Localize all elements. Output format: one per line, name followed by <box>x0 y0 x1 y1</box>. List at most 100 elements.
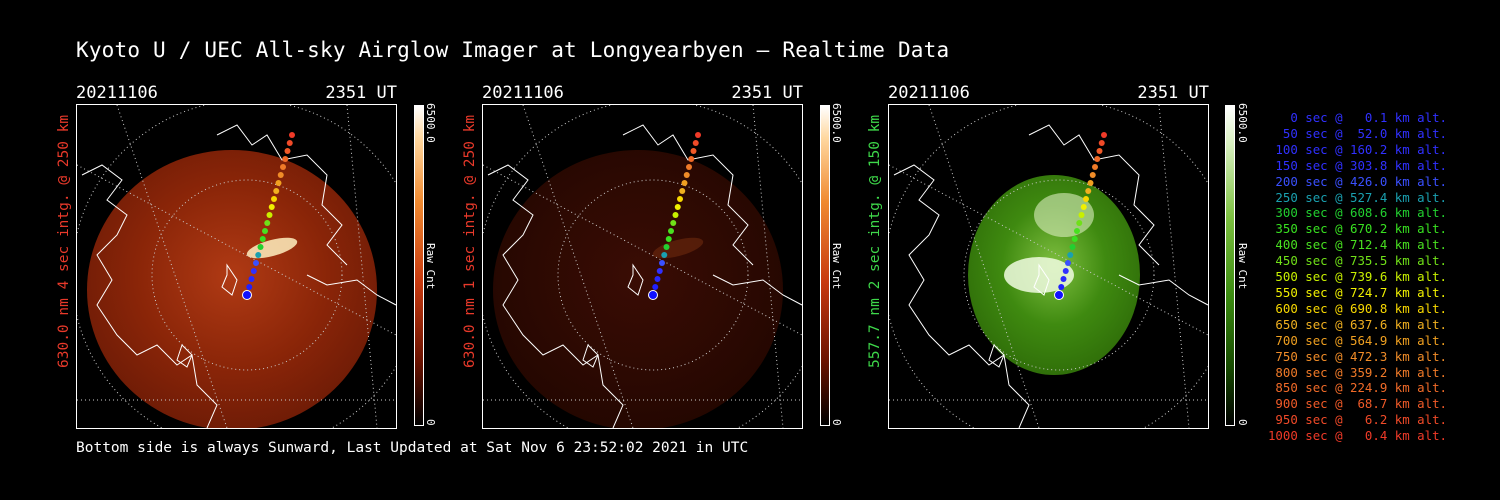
sky-disk <box>87 150 377 428</box>
allsky-image <box>76 104 397 429</box>
trajectory-point <box>277 172 284 178</box>
trajectory-point <box>690 148 697 154</box>
colorbar <box>414 105 424 426</box>
trajectory-point <box>1101 132 1107 138</box>
trajectory-point <box>271 196 277 202</box>
trajectory-point <box>663 244 670 250</box>
colorbar <box>820 105 830 426</box>
airglow-panel-557-2s: 20211106 2351 UT <box>888 83 1233 429</box>
trajectory-point <box>1089 172 1096 178</box>
panel-date: 20211106 <box>888 83 970 103</box>
legend-row: 150 sec @ 303.8 km alt. <box>1267 157 1447 173</box>
trajectory-point <box>280 164 286 170</box>
allsky-image <box>888 104 1209 429</box>
trajectory-point <box>266 212 273 218</box>
trajectory-point <box>683 172 690 178</box>
trajectory-point <box>1062 268 1069 274</box>
trajectory-point <box>681 180 688 186</box>
trajectory-point <box>246 284 253 290</box>
trajectory-point <box>688 156 695 162</box>
trajectory-point <box>264 220 271 226</box>
trajectory-point <box>1078 212 1085 218</box>
trajectory-point <box>259 236 266 242</box>
trajectory-point <box>248 276 255 282</box>
colorbar-unit: Raw Cnt <box>830 243 843 290</box>
trajectory-point <box>253 260 259 266</box>
coastline <box>81 124 396 428</box>
rocket-trajectory <box>648 132 701 300</box>
trajectory-point <box>1087 180 1094 186</box>
trajectory-legend: 0 sec @ 0.1 km alt. 50 sec @ 52.0 km alt… <box>1262 110 1447 444</box>
trajectory-point <box>1058 284 1065 290</box>
panel-date: 20211106 <box>482 83 564 103</box>
legend-row: 700 sec @ 564.9 km alt. <box>1267 332 1447 348</box>
trajectory-point <box>1094 156 1101 162</box>
panel-date: 20211106 <box>76 83 158 103</box>
trajectory-point <box>654 276 661 282</box>
colorbar-max: 6500.0 <box>424 103 437 143</box>
page-title: Kyoto U / UEC All-sky Airglow Imager at … <box>76 38 950 62</box>
legend-row: 50 sec @ 52.0 km alt. <box>1267 125 1447 141</box>
trajectory-point <box>695 132 701 138</box>
trajectory-point <box>282 156 289 162</box>
legend-row: 650 sec @ 637.6 km alt. <box>1267 316 1447 332</box>
trajectory-point <box>1069 244 1076 250</box>
legend-row: 350 sec @ 670.2 km alt. <box>1267 221 1447 237</box>
trajectory-point <box>686 164 692 170</box>
legend-row: 300 sec @ 608.6 km alt. <box>1267 205 1447 221</box>
trajectory-point <box>250 268 257 274</box>
trajectory-point <box>1065 260 1071 266</box>
panel-time: 2351 UT <box>731 83 803 103</box>
legend-row: 750 sec @ 472.3 km alt. <box>1267 348 1447 364</box>
legend-row: 0 sec @ 0.1 km alt. <box>1267 110 1447 125</box>
latlon-grid <box>483 105 802 428</box>
trajectory-point <box>255 252 262 258</box>
trajectory-point <box>1098 140 1105 146</box>
legend-row: 600 sec @ 690.8 km alt. <box>1267 300 1447 316</box>
colorbar-max: 6500.0 <box>1236 103 1249 143</box>
colorbar-max: 6500.0 <box>830 103 843 143</box>
legend-row: 800 sec @ 359.2 km alt. <box>1267 364 1447 380</box>
trajectory-point <box>1071 236 1078 242</box>
trajectory-point <box>284 148 291 154</box>
footer-status: Bottom side is always Sunward, Last Upda… <box>76 440 749 456</box>
legend-row: 500 sec @ 739.6 km alt. <box>1267 269 1447 285</box>
trajectory-point <box>677 196 683 202</box>
colorbar <box>1225 105 1235 426</box>
trajectory-point <box>659 260 665 266</box>
trajectory-point <box>257 244 264 250</box>
latlon-grid <box>889 105 1208 428</box>
trajectory-point <box>652 284 659 290</box>
trajectory-point <box>268 204 275 210</box>
trajectory-point <box>674 204 681 210</box>
trajectory-point <box>1080 204 1087 210</box>
legend-row: 200 sec @ 426.0 km alt. <box>1267 173 1447 189</box>
trajectory-point <box>1067 252 1074 258</box>
trajectory-point <box>286 140 293 146</box>
rocket-trajectory <box>242 132 295 300</box>
colorbar-min: 0 <box>1236 419 1249 426</box>
trajectory-point <box>679 188 686 194</box>
trajectory-point <box>668 228 674 234</box>
airglow-panel-630-1s: 20211106 2351 UT <box>482 83 827 429</box>
legend-row: 1000 sec @ 0.4 km alt. <box>1267 428 1447 444</box>
trajectory-point <box>1096 148 1103 154</box>
rocket-trajectory <box>1054 132 1107 300</box>
trajectory-point <box>656 268 663 274</box>
legend-row: 550 sec @ 724.7 km alt. <box>1267 284 1447 300</box>
legend-row: 100 sec @ 160.2 km alt. <box>1267 141 1447 157</box>
colorbar-min: 0 <box>830 419 843 426</box>
sky-disk <box>493 150 783 428</box>
trajectory-point <box>1083 196 1089 202</box>
trajectory-point <box>262 228 268 234</box>
trajectory-point <box>289 132 295 138</box>
trajectory-point <box>672 212 679 218</box>
colorbar-unit: Raw Cnt <box>424 243 437 290</box>
panel-time: 2351 UT <box>325 83 397 103</box>
colorbar-min: 0 <box>424 419 437 426</box>
latlon-grid <box>77 105 396 428</box>
trajectory-point <box>275 180 282 186</box>
trajectory-point <box>242 290 252 300</box>
panel-time: 2351 UT <box>1137 83 1209 103</box>
panel-wavelength-label: 630.0 nm 4 sec intg. @ 250 km <box>56 114 72 368</box>
